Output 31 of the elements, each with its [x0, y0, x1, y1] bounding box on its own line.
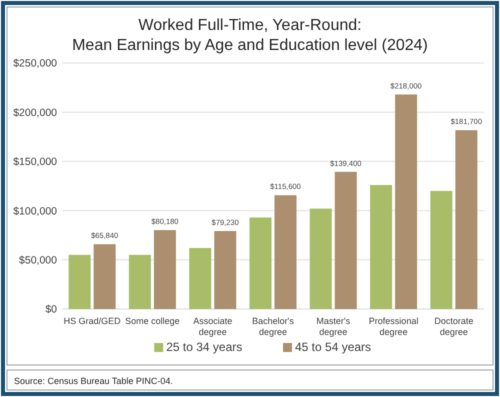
- bar: [455, 130, 478, 309]
- y-tick-label: $150,000: [13, 156, 58, 168]
- bar: [334, 172, 357, 309]
- x-tick-label: Bachelor's degree: [252, 316, 294, 337]
- chart-title: Worked Full-Time, Year-Round: Mean Earnings by Age and Education level (2024): [72, 17, 428, 54]
- y-tick-label: $100,000: [13, 205, 58, 218]
- bar: [249, 217, 272, 309]
- bar: [94, 244, 116, 309]
- y-tick-label: $200,000: [13, 106, 58, 119]
- x-tick-label: Professional degree: [368, 316, 418, 337]
- bar: [310, 208, 332, 309]
- y-tick-label: $250,000: [13, 58, 58, 70]
- bar: [430, 190, 452, 309]
- x-tick-label: HS Grad/GED: [64, 316, 122, 326]
- bar: [370, 185, 392, 309]
- y-tick-label: $50,000: [19, 254, 58, 266]
- bar: [274, 195, 297, 309]
- bar: [128, 254, 151, 309]
- x-tick-label: Master's degree: [316, 316, 351, 337]
- bar: [68, 254, 91, 309]
- legend-label: 45 to 54 years: [295, 340, 372, 354]
- x-tick-label: Associate degree: [193, 316, 232, 337]
- y-tick-label: $0: [45, 304, 58, 316]
- bar: [395, 94, 418, 309]
- bar: [189, 248, 212, 309]
- x-tick-label: Doctorate degree: [434, 316, 474, 337]
- bar: [214, 231, 236, 309]
- bar: [154, 230, 176, 309]
- source-note: Source: Census Bureau Table PINC-04.: [14, 376, 173, 386]
- legend-label: 25 to 34 years: [166, 340, 242, 354]
- x-tick-label: Some college: [125, 316, 180, 326]
